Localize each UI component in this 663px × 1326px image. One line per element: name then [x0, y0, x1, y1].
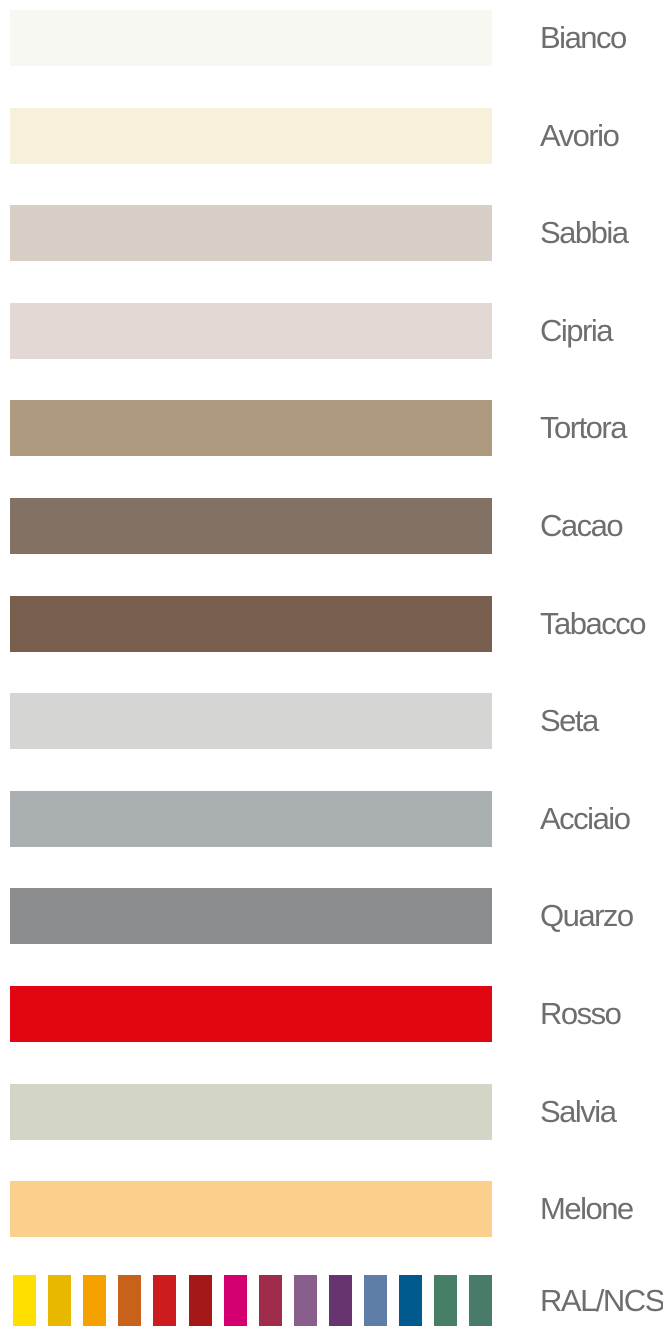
swatch-row-bianco[interactable]: Bianco	[0, 10, 663, 66]
swatch-label: Seta	[540, 703, 599, 738]
ral-color-chip[interactable]	[364, 1275, 387, 1326]
color-swatch	[10, 108, 492, 164]
ral-color-chip[interactable]	[83, 1275, 106, 1326]
ral-color-chip[interactable]	[48, 1275, 71, 1326]
swatch-label: Bianco	[540, 20, 627, 55]
swatch-label: Melone	[540, 1191, 634, 1226]
color-swatch	[10, 400, 492, 456]
swatch-label: Cipria	[540, 313, 613, 348]
color-swatch	[10, 10, 492, 66]
swatch-row-tabacco[interactable]: Tabacco	[0, 596, 663, 652]
swatch-label: Sabbia	[540, 215, 629, 250]
swatch-row-tortora[interactable]: Tortora	[0, 400, 663, 456]
swatch-label: Rosso	[540, 996, 622, 1031]
swatch-label: Avorio	[540, 118, 620, 153]
color-swatch	[10, 303, 492, 359]
ral-color-chip[interactable]	[259, 1275, 282, 1326]
color-swatch	[10, 986, 492, 1042]
color-swatch	[10, 791, 492, 847]
swatch-label: Acciaio	[540, 801, 631, 836]
color-swatch	[10, 498, 492, 554]
ral-color-chip[interactable]	[189, 1275, 212, 1326]
swatch-label: Tortora	[540, 410, 627, 445]
swatch-label: Tabacco	[540, 606, 646, 641]
swatch-row-cacao[interactable]: Cacao	[0, 498, 663, 554]
swatch-row-sabbia[interactable]: Sabbia	[0, 205, 663, 261]
swatch-row-rosso[interactable]: Rosso	[0, 986, 663, 1042]
ral-color-chip[interactable]	[224, 1275, 247, 1326]
swatch-row-salvia[interactable]: Salvia	[0, 1084, 663, 1140]
ral-color-chip[interactable]	[118, 1275, 141, 1326]
swatch-row-seta[interactable]: Seta	[0, 693, 663, 749]
swatch-label: Cacao	[540, 508, 624, 543]
ral-color-chip[interactable]	[469, 1275, 492, 1326]
ral-color-chip[interactable]	[329, 1275, 352, 1326]
ral-color-chip[interactable]	[153, 1275, 176, 1326]
swatch-row-melone[interactable]: Melone	[0, 1181, 663, 1237]
color-swatch	[10, 888, 492, 944]
color-swatch	[10, 596, 492, 652]
ral-ncs-row[interactable]: RAL/NCS	[0, 1275, 663, 1326]
ral-color-chip[interactable]	[13, 1275, 36, 1326]
color-swatch	[10, 1181, 492, 1237]
ral-color-chip[interactable]	[399, 1275, 422, 1326]
swatch-row-quarzo[interactable]: Quarzo	[0, 888, 663, 944]
ral-ncs-label: RAL/NCS	[540, 1283, 663, 1318]
color-swatch	[10, 1084, 492, 1140]
swatch-label: Salvia	[540, 1094, 617, 1129]
swatch-row-avorio[interactable]: Avorio	[0, 108, 663, 164]
color-swatch	[10, 693, 492, 749]
swatch-label: Quarzo	[540, 898, 634, 933]
ral-color-chip[interactable]	[434, 1275, 457, 1326]
swatch-row-cipria[interactable]: Cipria	[0, 303, 663, 359]
ral-color-chip[interactable]	[294, 1275, 317, 1326]
swatch-row-acciaio[interactable]: Acciaio	[0, 791, 663, 847]
color-swatch	[10, 205, 492, 261]
